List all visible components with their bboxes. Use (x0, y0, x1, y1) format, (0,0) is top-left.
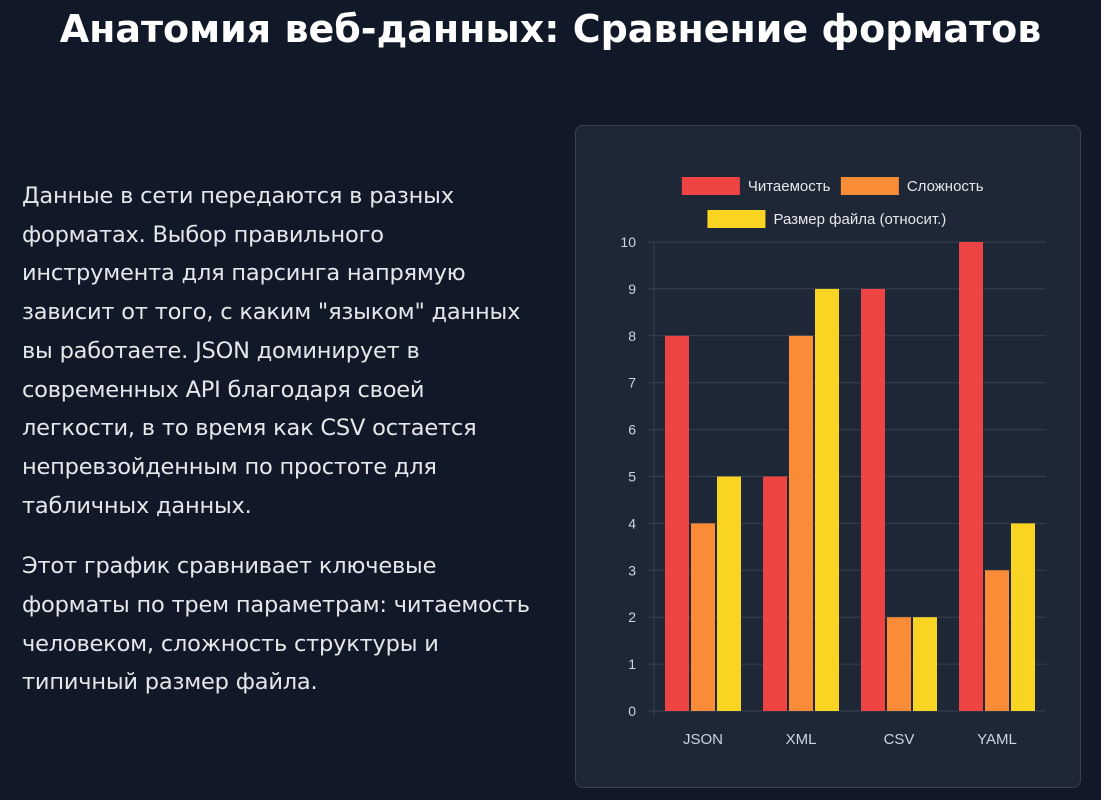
bar-xml-series-0 (763, 476, 787, 711)
y-tick-label: 9 (628, 281, 636, 297)
bar-json-series-0 (665, 335, 689, 711)
bar-csv-series-2 (913, 617, 937, 711)
legend-swatch-2 (707, 210, 766, 228)
y-tick-label: 2 (628, 609, 636, 625)
page-title: Анатомия веб-данных: Сравнение форматов (59, 7, 1042, 51)
bar-yaml-series-1 (985, 570, 1009, 711)
y-tick-label: 0 (628, 703, 636, 719)
intro-paragraph: Данные в сети передаются в разных формат… (22, 183, 521, 519)
legend-label-2: Размер файла (относит.) (773, 211, 946, 228)
y-tick-label: 5 (628, 469, 636, 485)
chart-card: 0 1 2 3 4 5 6 7 8 9 10 JSON XML CSV YAML Читаемость Слож… (575, 125, 1081, 788)
y-tick-label: 10 (620, 234, 636, 250)
bar-yaml-series-2 (1011, 523, 1035, 711)
legend-swatch-0 (681, 177, 740, 195)
bar-csv-series-0 (861, 288, 885, 711)
y-tick-label: 3 (628, 562, 636, 578)
x-tick-label-xml: XML (786, 731, 817, 748)
legend-label-0: Читаемость (748, 178, 831, 195)
x-tick-label-csv: CSV (884, 731, 915, 748)
bar-chart: 0 1 2 3 4 5 6 7 8 9 10 JSON XML CSV YAML Читаемость Слож… (620, 177, 1046, 748)
bar-xml-series-1 (789, 335, 813, 711)
y-tick-label: 4 (628, 515, 636, 531)
legend-swatch-1 (840, 177, 899, 195)
y-tick-label: 1 (628, 656, 636, 672)
x-tick-label-json: JSON (683, 731, 723, 748)
x-tick-label-yaml: YAML (977, 731, 1017, 748)
y-tick-label: 7 (628, 375, 636, 391)
y-tick-label: 8 (628, 328, 636, 344)
bar-json-series-2 (717, 476, 741, 711)
description: Данные в сети передаются в разных формат… (22, 177, 542, 724)
legend-label-1: Сложность (907, 178, 984, 195)
chart-description-paragraph: Этот график сравнивает ключевые форматы … (22, 553, 530, 696)
bar-json-series-1 (691, 523, 715, 711)
y-tick-label: 6 (628, 422, 636, 438)
bar-xml-series-2 (815, 288, 839, 711)
bar-csv-series-1 (887, 617, 911, 711)
bar-yaml-series-0 (959, 242, 983, 711)
